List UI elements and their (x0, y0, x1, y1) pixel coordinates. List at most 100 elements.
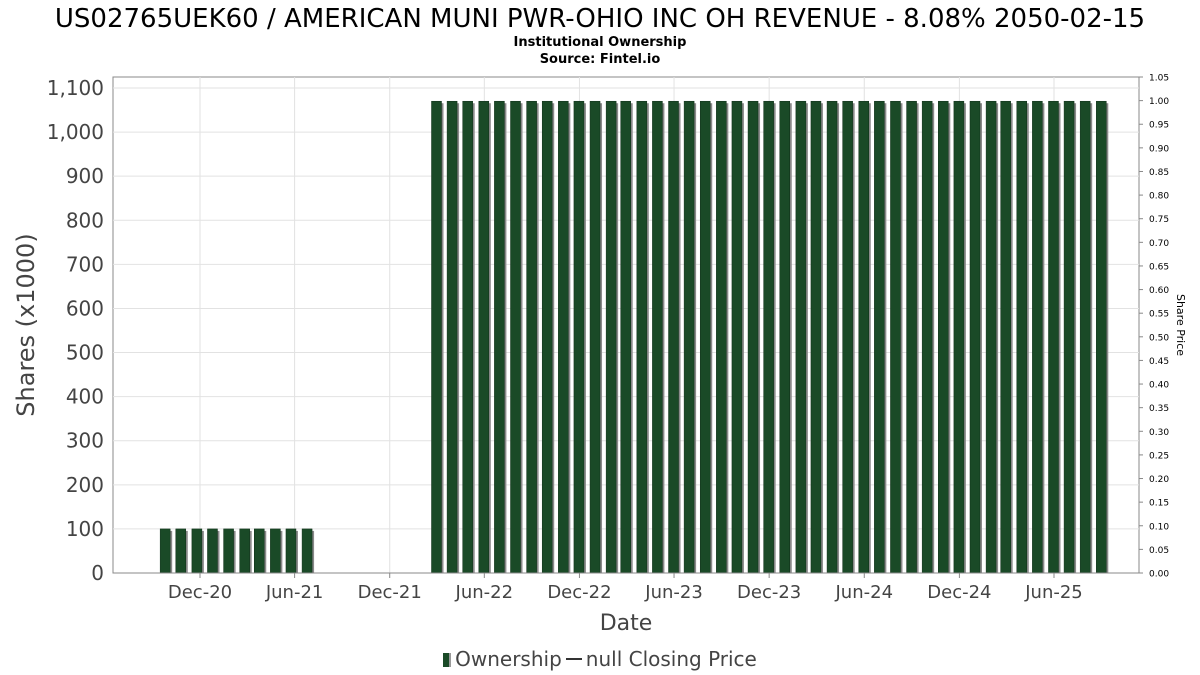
y-tick-label: 100 (66, 517, 104, 541)
x-tick-label: Jun-21 (265, 582, 324, 603)
bar (191, 528, 203, 574)
bar (239, 528, 250, 574)
y-right-tick-label: 0.60 (1149, 286, 1169, 296)
bar (969, 100, 981, 574)
y-right-tick-label: 0.75 (1149, 215, 1169, 225)
y-right-tick-label: 0.70 (1149, 239, 1169, 249)
bar (842, 100, 853, 574)
y-tick-label: 800 (66, 208, 104, 232)
bar (1000, 100, 1011, 574)
y-tick-label: 400 (66, 385, 104, 409)
ownership-legend-label: Ownership (455, 647, 562, 671)
y-tick-label: 1,100 (47, 76, 104, 100)
ownership-legend-swatch (443, 653, 452, 667)
bar (874, 100, 885, 574)
bar (207, 528, 218, 574)
y-tick-label: 200 (66, 473, 104, 497)
bar (938, 100, 949, 574)
chart-title: US02765UEK60 / AMERICAN MUNI PWR-OHIO IN… (54, 4, 1146, 34)
y-tick-label: 700 (66, 252, 104, 276)
bar (953, 100, 965, 574)
y-right-tick-label: 0.05 (1149, 546, 1169, 556)
y-right-tick-label: 0.25 (1149, 451, 1169, 461)
price-legend-line (565, 658, 582, 660)
bar (826, 100, 838, 574)
y-right-tick-label: 0.30 (1149, 428, 1169, 438)
x-tick-label: Dec-22 (547, 582, 611, 603)
y-right-tick-label: 0.15 (1149, 499, 1169, 509)
bar (510, 100, 521, 574)
bar (1048, 100, 1059, 574)
bar (573, 100, 585, 574)
bar (478, 100, 490, 574)
bar (223, 528, 234, 574)
bar (810, 100, 822, 574)
x-tick-label: Dec-21 (358, 582, 422, 603)
bar (731, 100, 743, 574)
bar (1032, 100, 1043, 574)
bar (446, 100, 458, 574)
y-tick-label: 0 (91, 561, 104, 585)
bar (906, 100, 917, 574)
bar (858, 100, 870, 574)
y-right-tick-label: 0.55 (1149, 310, 1169, 320)
y-right-tick-label: 0.65 (1149, 262, 1169, 272)
bar (795, 100, 807, 574)
bar (285, 528, 297, 574)
y-right-tick-label: 0.20 (1149, 475, 1169, 485)
y-right-axis-title: Share Price (1174, 294, 1187, 356)
chart-subtitle: Institutional Ownership (513, 35, 687, 50)
y-right-tick-label: 0.40 (1149, 381, 1169, 391)
y-right-tick-label: 0.35 (1149, 404, 1169, 414)
y-right-tick-label: 0.80 (1149, 192, 1169, 202)
bar (763, 100, 774, 574)
bar (431, 100, 442, 574)
bar (1096, 100, 1107, 574)
y-tick-label: 300 (66, 429, 104, 453)
y-right-tick-label: 0.95 (1149, 121, 1169, 131)
bar (1079, 100, 1091, 574)
x-tick-label: Dec-20 (168, 582, 232, 603)
bar (254, 528, 265, 574)
y-right-tick-label: 1.05 (1149, 74, 1169, 84)
x-tick-label: Jun-22 (455, 582, 514, 603)
y-right-tick-label: 0.50 (1149, 333, 1169, 343)
bar (494, 100, 505, 574)
x-tick-label: Dec-24 (927, 582, 991, 603)
bar (301, 528, 313, 574)
bar (159, 528, 171, 574)
bar (652, 100, 663, 574)
y-right-tick-label: 0.10 (1149, 522, 1169, 532)
bar (270, 528, 281, 574)
y-right-tick-label: 0.45 (1149, 357, 1169, 367)
x-tick-label: Jun-23 (644, 582, 703, 603)
bar (558, 100, 569, 574)
y-tick-label: 900 (66, 164, 104, 188)
bar (541, 100, 553, 574)
bar (890, 100, 901, 574)
y-tick-label: 500 (66, 341, 104, 365)
x-tick-label: Jun-25 (1024, 582, 1083, 603)
bar (175, 528, 187, 574)
y-right-tick-label: 1.00 (1149, 97, 1169, 107)
y-right-tick-label: 0.00 (1149, 570, 1169, 580)
y-right-tick-label: 0.85 (1149, 168, 1169, 178)
x-axis-title: Date (600, 611, 653, 636)
y-axis-title: Shares (x1000) (12, 233, 40, 416)
bar (668, 100, 679, 574)
bar (526, 100, 537, 574)
bar (716, 100, 727, 574)
y-tick-label: 1,000 (47, 120, 104, 144)
y-right-tick-label: 0.90 (1149, 144, 1169, 154)
bar (1016, 100, 1028, 574)
bar (699, 100, 711, 574)
bar (921, 100, 933, 574)
bar (1063, 100, 1075, 574)
bar (462, 100, 473, 574)
y-tick-label: 600 (66, 296, 104, 320)
bar (683, 100, 695, 574)
bar (589, 100, 601, 574)
bar (747, 100, 759, 574)
bar (985, 100, 997, 574)
